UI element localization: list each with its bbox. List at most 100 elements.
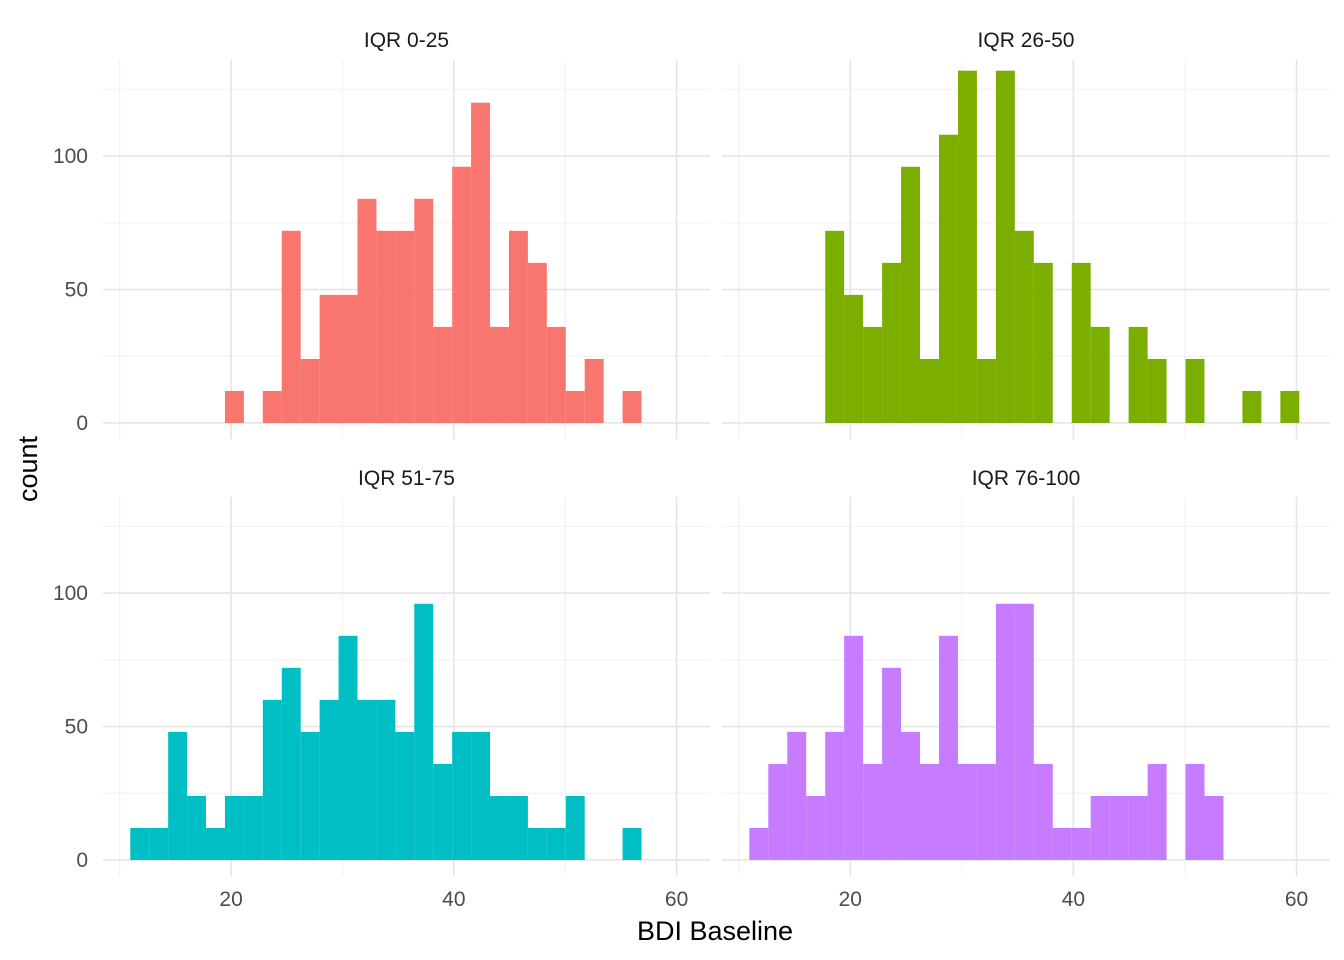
histogram-bar [787,731,807,860]
histogram-bar [224,795,244,860]
y-tick-label: 50 [65,716,88,739]
histogram-bar [882,262,902,423]
histogram-bar [376,230,396,423]
histogram-bar [920,358,939,423]
y-axis-title: count [13,435,43,502]
histogram-bar [622,390,642,423]
facet-panel: IQR 26-50 [722,29,1330,439]
histogram-bar [319,294,339,423]
histogram-bar [1090,795,1110,860]
histogram-bar [130,827,150,860]
x-tick-label: 60 [1285,888,1308,911]
histogram-bar [1242,390,1262,423]
histogram-bar [149,827,169,860]
histogram-bar [338,635,358,860]
facet-title: IQR 26-50 [978,29,1075,52]
histogram-bar [1185,358,1205,423]
histogram-bar [957,763,977,860]
histogram-bar [1185,763,1205,860]
histogram-bar [920,763,939,860]
histogram-bar [319,699,339,860]
histogram-bar [187,795,207,860]
histogram-bar [281,667,301,860]
histogram-bar [300,731,320,860]
y-tick-label: 100 [53,145,88,168]
x-tick-label: 20 [219,888,242,911]
facet-panel: IQR 0-25 0 50 100 [53,29,710,439]
x-axis-title: BDI Baseline [637,916,793,946]
histogram-bar [1090,326,1110,423]
histogram-bar [863,763,883,860]
facet-panel: IQR 76-100 20 40 60 [722,467,1330,911]
histogram-bar [471,102,491,423]
histogram-bar [452,731,472,860]
histogram-bar [584,358,604,423]
x-tick-label: 40 [442,888,465,911]
histogram-bar [433,763,453,860]
histogram-bar [995,70,1015,423]
histogram-bar [224,390,244,423]
histogram-bar [622,827,642,860]
histogram-bar [1071,262,1091,423]
histogram-bar [338,294,358,423]
x-tick-label: 60 [665,888,688,911]
histogram-bar [938,134,958,423]
y-tick-label: 0 [76,412,88,435]
histogram-bar [376,699,396,860]
histogram-bar [976,358,996,423]
facet-panels: IQR 0-25 0 50 100 IQR 26-50 IQR 51-75 0 50 100 20… [53,29,1330,911]
histogram-bar [863,326,883,423]
histogram-bar [262,699,282,860]
histogram-bar [395,731,415,860]
histogram-bar [1071,827,1091,860]
histogram-bar [1147,358,1167,423]
histogram-bar [825,731,845,860]
histogram-bar [395,230,415,423]
histogram-bar [471,731,491,860]
histogram-bar [844,635,864,860]
facet-title: IQR 0-25 [364,29,449,52]
histogram-bar [452,166,472,423]
histogram-bar [1033,763,1053,860]
x-tick-label: 20 [839,888,862,911]
histogram-bar [168,731,188,860]
histogram-bar [938,635,958,860]
histogram-bar [825,230,845,423]
histogram-bar [508,795,528,860]
y-tick-label: 50 [65,279,88,302]
y-tick-label: 0 [76,849,88,872]
facet-panel: IQR 51-75 0 50 100 20 40 60 [53,467,710,911]
histogram-bar [976,763,996,860]
histogram-bar [1280,390,1300,423]
histogram-bar [957,70,977,423]
histogram-bar [414,603,434,860]
histogram-bar [546,827,566,860]
histogram-bar [546,326,566,423]
histogram-bar [768,763,788,860]
histogram-bar [206,827,225,860]
histogram-bar [844,294,864,423]
histogram-bar [1128,795,1148,860]
histogram-bar [508,230,528,423]
histogram-bar [300,358,320,423]
histogram-bar [565,390,585,423]
histogram-bar [901,166,921,423]
histogram-bar [357,699,377,860]
histogram-bar [490,795,509,860]
histogram-bar [1014,230,1034,423]
histogram-bar [565,795,585,860]
histogram-bar [262,390,282,423]
facet-title: IQR 51-75 [358,467,455,490]
histogram-bar [901,731,921,860]
histogram-bar [527,827,547,860]
histogram-bar [1014,603,1034,860]
histogram-bar [243,795,263,860]
histogram-bar [490,326,509,423]
histogram-bar [414,198,434,423]
histogram-bar [1033,262,1053,423]
histogram-bar [806,795,826,860]
histogram-bar [1128,326,1148,423]
histogram-bar [433,326,453,423]
histogram-bar [1109,795,1129,860]
